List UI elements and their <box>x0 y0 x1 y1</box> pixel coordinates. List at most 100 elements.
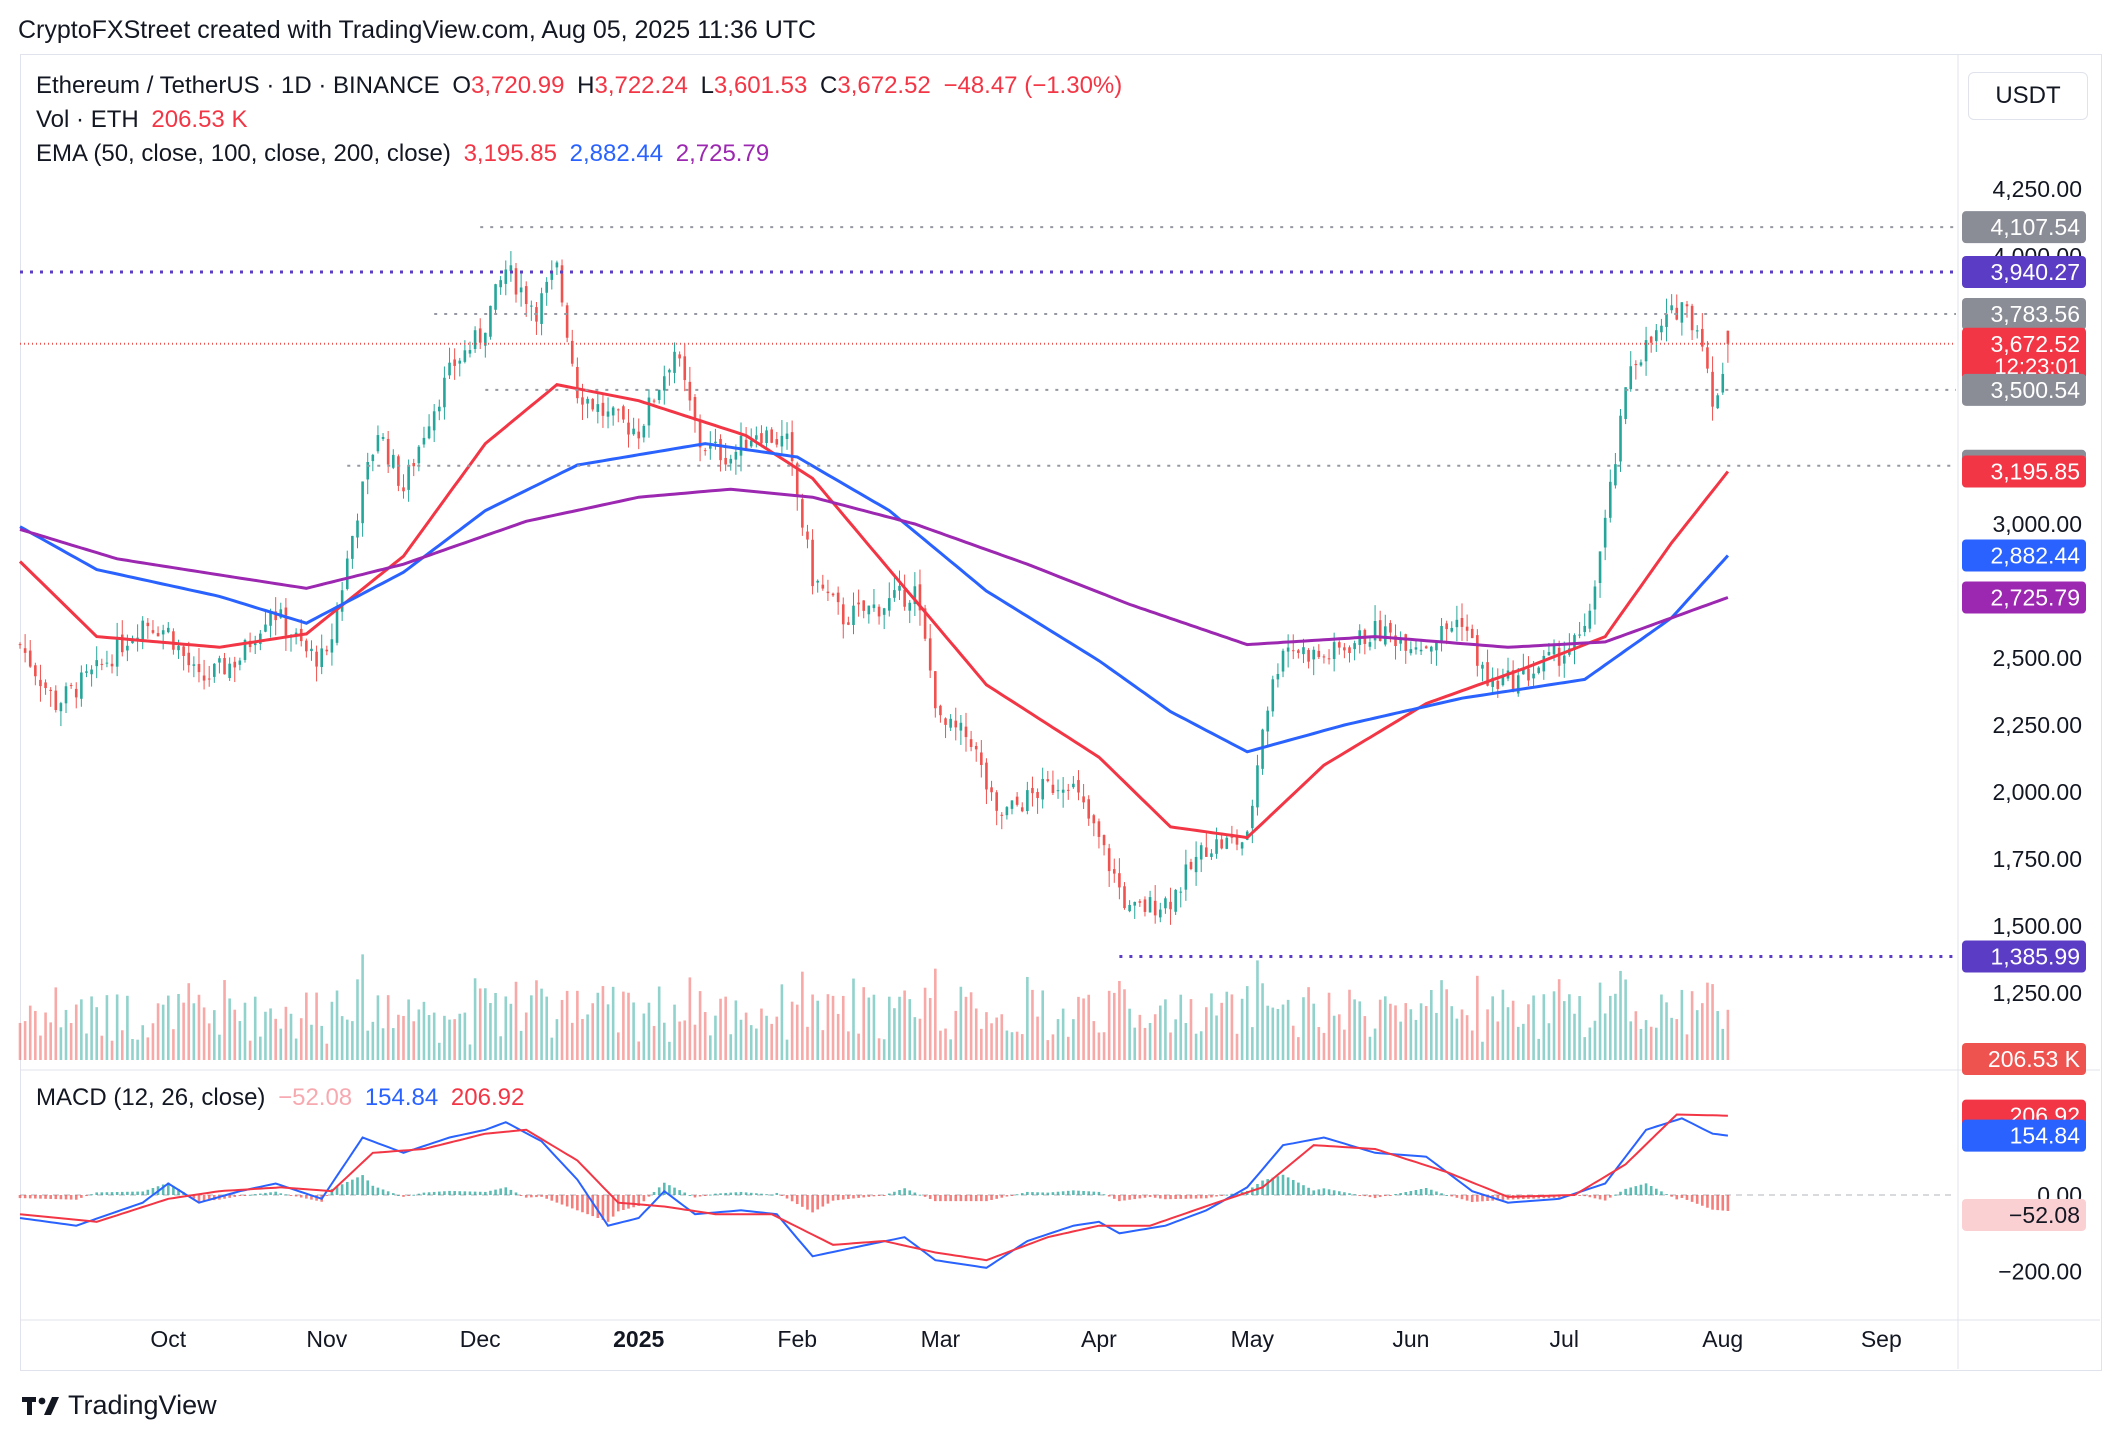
macd-histogram-bar <box>361 1175 364 1195</box>
macd-histogram-bar <box>1276 1176 1280 1195</box>
volume-badge-label: 206.53 K <box>1988 1046 2081 1072</box>
macd-histogram-bar <box>790 1195 794 1202</box>
volume-bar <box>770 1023 773 1060</box>
ema-axis-badge-label: 3,195.85 <box>1990 459 2080 485</box>
macd-histogram-bar <box>980 1195 983 1202</box>
macd-histogram-bar <box>857 1195 860 1198</box>
candle-body <box>1133 901 1137 906</box>
candle-body <box>1189 861 1193 870</box>
candle-body <box>524 286 528 305</box>
macd-histogram-bar <box>1383 1195 1387 1197</box>
macd-histogram-bar <box>1210 1195 1213 1198</box>
volume-bar <box>1573 1013 1576 1060</box>
macd-histogram-bar <box>468 1191 472 1195</box>
candle-body <box>1102 835 1106 846</box>
macd-histogram-bar <box>1332 1190 1336 1195</box>
macd-histogram-bar <box>627 1195 630 1209</box>
candle-body <box>366 461 370 480</box>
volume-bar <box>1430 990 1433 1060</box>
volume-bar <box>64 1009 68 1060</box>
price-axis-tick: 2,500.00 <box>1992 645 2082 671</box>
candle-body <box>928 638 932 671</box>
volume-bar <box>1102 1032 1106 1060</box>
macd-histogram-bar <box>1169 1195 1172 1200</box>
candle-body <box>877 606 881 617</box>
candle-body <box>1665 313 1668 327</box>
ema-axis-badge-label: 2,882.44 <box>1990 543 2080 569</box>
candle-body <box>473 330 477 350</box>
macd-histogram-bar <box>1112 1195 1116 1199</box>
volume-bar <box>836 1013 840 1060</box>
volume-bar <box>1552 991 1556 1060</box>
macd-histogram-bar <box>1680 1195 1684 1198</box>
ema-label[interactable]: EMA (50, close, 100, close, 200, close) <box>36 140 451 167</box>
macd-histogram-bar <box>110 1192 114 1195</box>
candle-body <box>1552 645 1556 655</box>
macd-histogram-bar <box>647 1195 651 1197</box>
candle-body <box>376 435 380 452</box>
signal-line <box>19 1113 1728 1262</box>
time-axis-tick: Aug <box>1702 1326 1743 1352</box>
volume-bar <box>1343 1029 1346 1060</box>
volume-bar <box>259 1036 262 1060</box>
volume-bar <box>755 1028 758 1060</box>
candle-body <box>49 689 52 691</box>
macd-histogram-bar <box>172 1185 175 1195</box>
macd-histogram-bar <box>1394 1194 1397 1196</box>
macd-histogram-bar <box>279 1193 283 1195</box>
volume-bar <box>693 1024 697 1060</box>
macd-histogram-bar <box>438 1191 441 1195</box>
candle-body <box>340 590 344 612</box>
candle-body <box>611 407 615 416</box>
candle-body <box>361 481 364 524</box>
candle-body <box>995 792 998 811</box>
macd-histogram-bar <box>49 1195 52 1199</box>
volume-bar <box>197 994 201 1060</box>
candle-body <box>1557 647 1561 666</box>
candle-body <box>432 411 436 431</box>
volume-bar <box>376 995 380 1060</box>
candle-body <box>1373 621 1377 641</box>
volume-bar <box>381 1028 385 1060</box>
volume-bar <box>1435 1012 1438 1060</box>
time-axis-tick: 2025 <box>613 1326 664 1352</box>
macd-histogram-bar <box>1598 1195 1602 1200</box>
volume-label[interactable]: Vol · ETH <box>36 106 139 133</box>
macd-histogram-bar <box>530 1195 533 1198</box>
volume-bar <box>678 1021 681 1060</box>
volume-bar <box>151 1023 155 1060</box>
candle-body <box>284 607 288 636</box>
volume-bar <box>1685 1034 1689 1060</box>
candle-body <box>310 648 313 652</box>
candle-body <box>1240 842 1244 849</box>
candle-body <box>253 643 257 646</box>
macd-histogram-bar <box>852 1195 855 1199</box>
currency-unit-button[interactable]: USDT <box>1968 72 2088 120</box>
candle-body <box>974 745 978 750</box>
volume-bar <box>248 1040 252 1060</box>
macd-histogram-bar <box>105 1192 109 1195</box>
volume-bar <box>330 1001 334 1060</box>
macd-label[interactable]: MACD (12, 26, close) <box>36 1084 266 1111</box>
candle-body <box>652 400 656 402</box>
macd-histogram-bar <box>1665 1194 1668 1196</box>
macd-histogram-bar <box>1711 1195 1714 1210</box>
candle-body <box>1143 899 1147 912</box>
macd-histogram-bar <box>775 1192 779 1195</box>
macd-histogram-bar <box>366 1180 370 1195</box>
candle-body <box>1000 814 1004 816</box>
macd-histogram-bar <box>1373 1195 1377 1199</box>
macd-histogram-bar <box>581 1195 584 1213</box>
macd-histogram-bar <box>934 1195 937 1202</box>
level-badge-label: 3,940.27 <box>1990 259 2080 285</box>
volume-bar <box>560 999 564 1060</box>
candle-body <box>207 678 211 680</box>
macd-histogram-bar <box>1435 1191 1438 1195</box>
candle-body <box>540 293 543 324</box>
candle-body <box>1087 799 1091 819</box>
volume-bar <box>1394 1005 1397 1060</box>
symbol-name[interactable]: Ethereum / TetherUS · 1D · BINANCE <box>36 72 440 99</box>
candle-body <box>734 451 738 460</box>
candle-body <box>698 419 702 448</box>
